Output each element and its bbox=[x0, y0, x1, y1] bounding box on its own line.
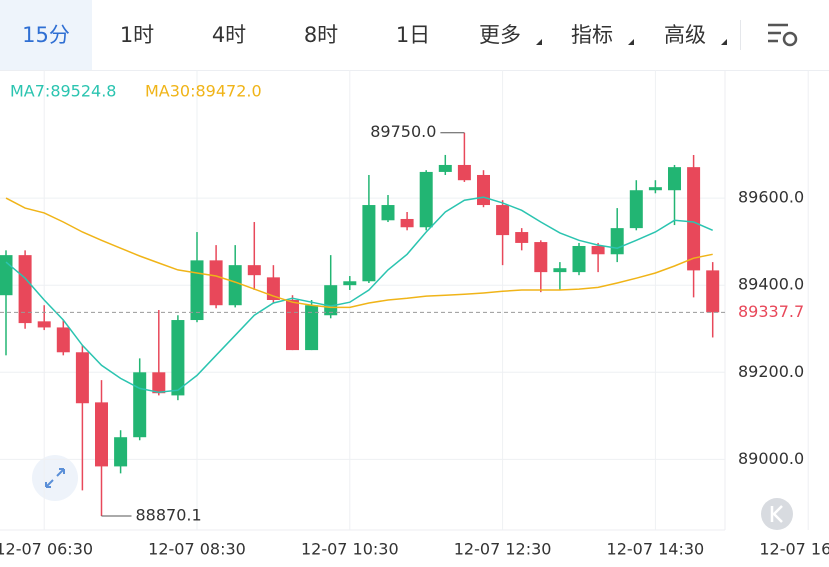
candle-body bbox=[477, 174, 490, 206]
candle-body bbox=[190, 260, 204, 321]
timeframe-tab[interactable]: 4时 bbox=[211, 23, 247, 47]
candle-body bbox=[343, 281, 357, 286]
candle-body bbox=[687, 167, 701, 271]
timeframe-tab[interactable]: 高级 bbox=[645, 0, 727, 70]
candle-body bbox=[381, 205, 395, 221]
last-price-label: 89337.7 bbox=[738, 302, 804, 321]
candle-body bbox=[286, 300, 299, 351]
x-tick-label: 12-07 12:30 bbox=[454, 540, 552, 559]
candle-body bbox=[95, 402, 108, 467]
candle-body bbox=[457, 164, 471, 181]
x-tick-label: 12-07 08:30 bbox=[148, 540, 246, 559]
candle-body bbox=[572, 245, 586, 273]
candle-body bbox=[706, 270, 720, 313]
x-tick-label: 12-07 16:30 bbox=[759, 540, 829, 559]
candle-body bbox=[553, 268, 567, 273]
candle-body bbox=[305, 305, 319, 351]
candle-body bbox=[496, 205, 510, 236]
candle-body bbox=[152, 372, 166, 394]
candle-body bbox=[362, 205, 376, 282]
candle-body bbox=[610, 228, 624, 255]
timeframe-tab[interactable]: 8时 bbox=[303, 23, 339, 47]
settings-button[interactable] bbox=[763, 15, 803, 55]
candle-body bbox=[515, 232, 529, 243]
y-tick-label: 89400.0 bbox=[738, 275, 804, 294]
candle-body bbox=[629, 190, 643, 229]
candle-body bbox=[247, 265, 261, 276]
candle-body bbox=[400, 218, 414, 228]
ma-line bbox=[5, 196, 713, 394]
candle-body bbox=[324, 285, 338, 316]
legend-entry: MA7:89524.8 bbox=[10, 82, 116, 101]
candle-body bbox=[591, 245, 605, 255]
candle-body bbox=[114, 437, 128, 467]
divider bbox=[740, 20, 741, 50]
candle-body bbox=[75, 352, 89, 404]
expand-button[interactable] bbox=[32, 455, 78, 501]
candle-body bbox=[18, 255, 32, 324]
candle-body bbox=[228, 265, 242, 306]
timeframe-tab[interactable]: 指标 bbox=[552, 0, 634, 70]
y-tick-label: 89000.0 bbox=[738, 449, 804, 468]
candle-body bbox=[668, 167, 681, 191]
candle-body bbox=[0, 255, 13, 296]
y-tick-label: 89600.0 bbox=[738, 188, 804, 207]
timeframe-tab[interactable]: 更多 bbox=[460, 0, 542, 70]
candle-body bbox=[438, 164, 452, 172]
scroll-latest-button[interactable] bbox=[761, 498, 793, 530]
candle-body bbox=[56, 327, 70, 353]
candle-body bbox=[37, 321, 51, 328]
x-tick-label: 12-07 14:30 bbox=[607, 540, 705, 559]
annotation: 88870.1 bbox=[136, 506, 202, 525]
y-tick-label: 89200.0 bbox=[738, 362, 804, 381]
candle-body bbox=[419, 171, 433, 228]
legend-entry: MA30:89472.0 bbox=[145, 82, 262, 101]
x-tick-label: 12-07 06:30 bbox=[0, 540, 93, 559]
candle-body bbox=[133, 372, 147, 438]
annotation: 89750.0 bbox=[370, 122, 436, 141]
candle-body bbox=[534, 242, 548, 273]
candle-body bbox=[171, 320, 185, 396]
candle-body bbox=[648, 187, 662, 191]
candle-body bbox=[209, 260, 223, 306]
timeframe-tab[interactable]: 1时 bbox=[119, 23, 155, 47]
toolbar: 15分 1时 4时 8时 1日 更多 指标 高级 bbox=[0, 0, 829, 71]
timeframe-tab[interactable]: 15分 bbox=[0, 0, 92, 70]
ma-line bbox=[5, 197, 713, 309]
x-tick-label: 12-07 10:30 bbox=[301, 540, 399, 559]
timeframe-tab[interactable]: 1日 bbox=[395, 23, 431, 47]
